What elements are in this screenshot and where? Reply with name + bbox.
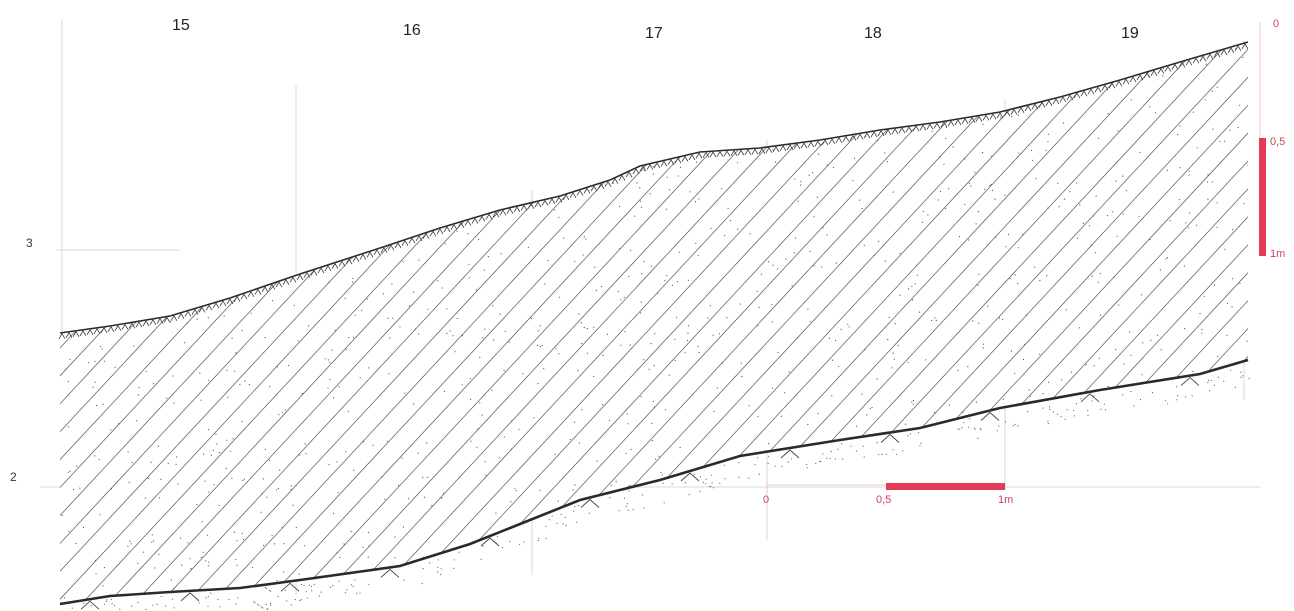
horizontal-scale-label-05: 0,5	[876, 494, 891, 506]
upper-surface-line	[59, 41, 1249, 334]
sediment-layer	[60, 42, 1248, 604]
grid-number-17: 17	[645, 25, 663, 42]
vertical-scale: 0 0,5 1m	[1259, 18, 1285, 260]
horizontal-scale-label-0: 0	[763, 494, 769, 506]
surface-vegetation-marks	[58, 43, 1249, 339]
vertical-scale-label-0: 0	[1273, 18, 1279, 30]
grid-number-18: 18	[864, 25, 882, 42]
grid-number-19: 19	[1121, 25, 1139, 42]
bedrock-marks	[80, 376, 1200, 610]
level-label-upper: 3	[26, 236, 33, 250]
horizontal-scale-bar	[886, 483, 1005, 490]
level-label-lower: 2	[10, 470, 17, 484]
grid-number-16: 16	[403, 22, 421, 39]
vertical-scale-label-05: 0,5	[1270, 136, 1285, 148]
vertical-scale-bar	[1259, 138, 1266, 256]
grid-number-15: 15	[172, 17, 190, 34]
lower-boundary-line	[59, 358, 1249, 606]
vertical-scale-label-1m: 1m	[1270, 248, 1285, 260]
horizontal-scale-label-1m: 1m	[998, 494, 1013, 506]
horizontal-scale: 0 0,5 1m	[763, 480, 1013, 506]
